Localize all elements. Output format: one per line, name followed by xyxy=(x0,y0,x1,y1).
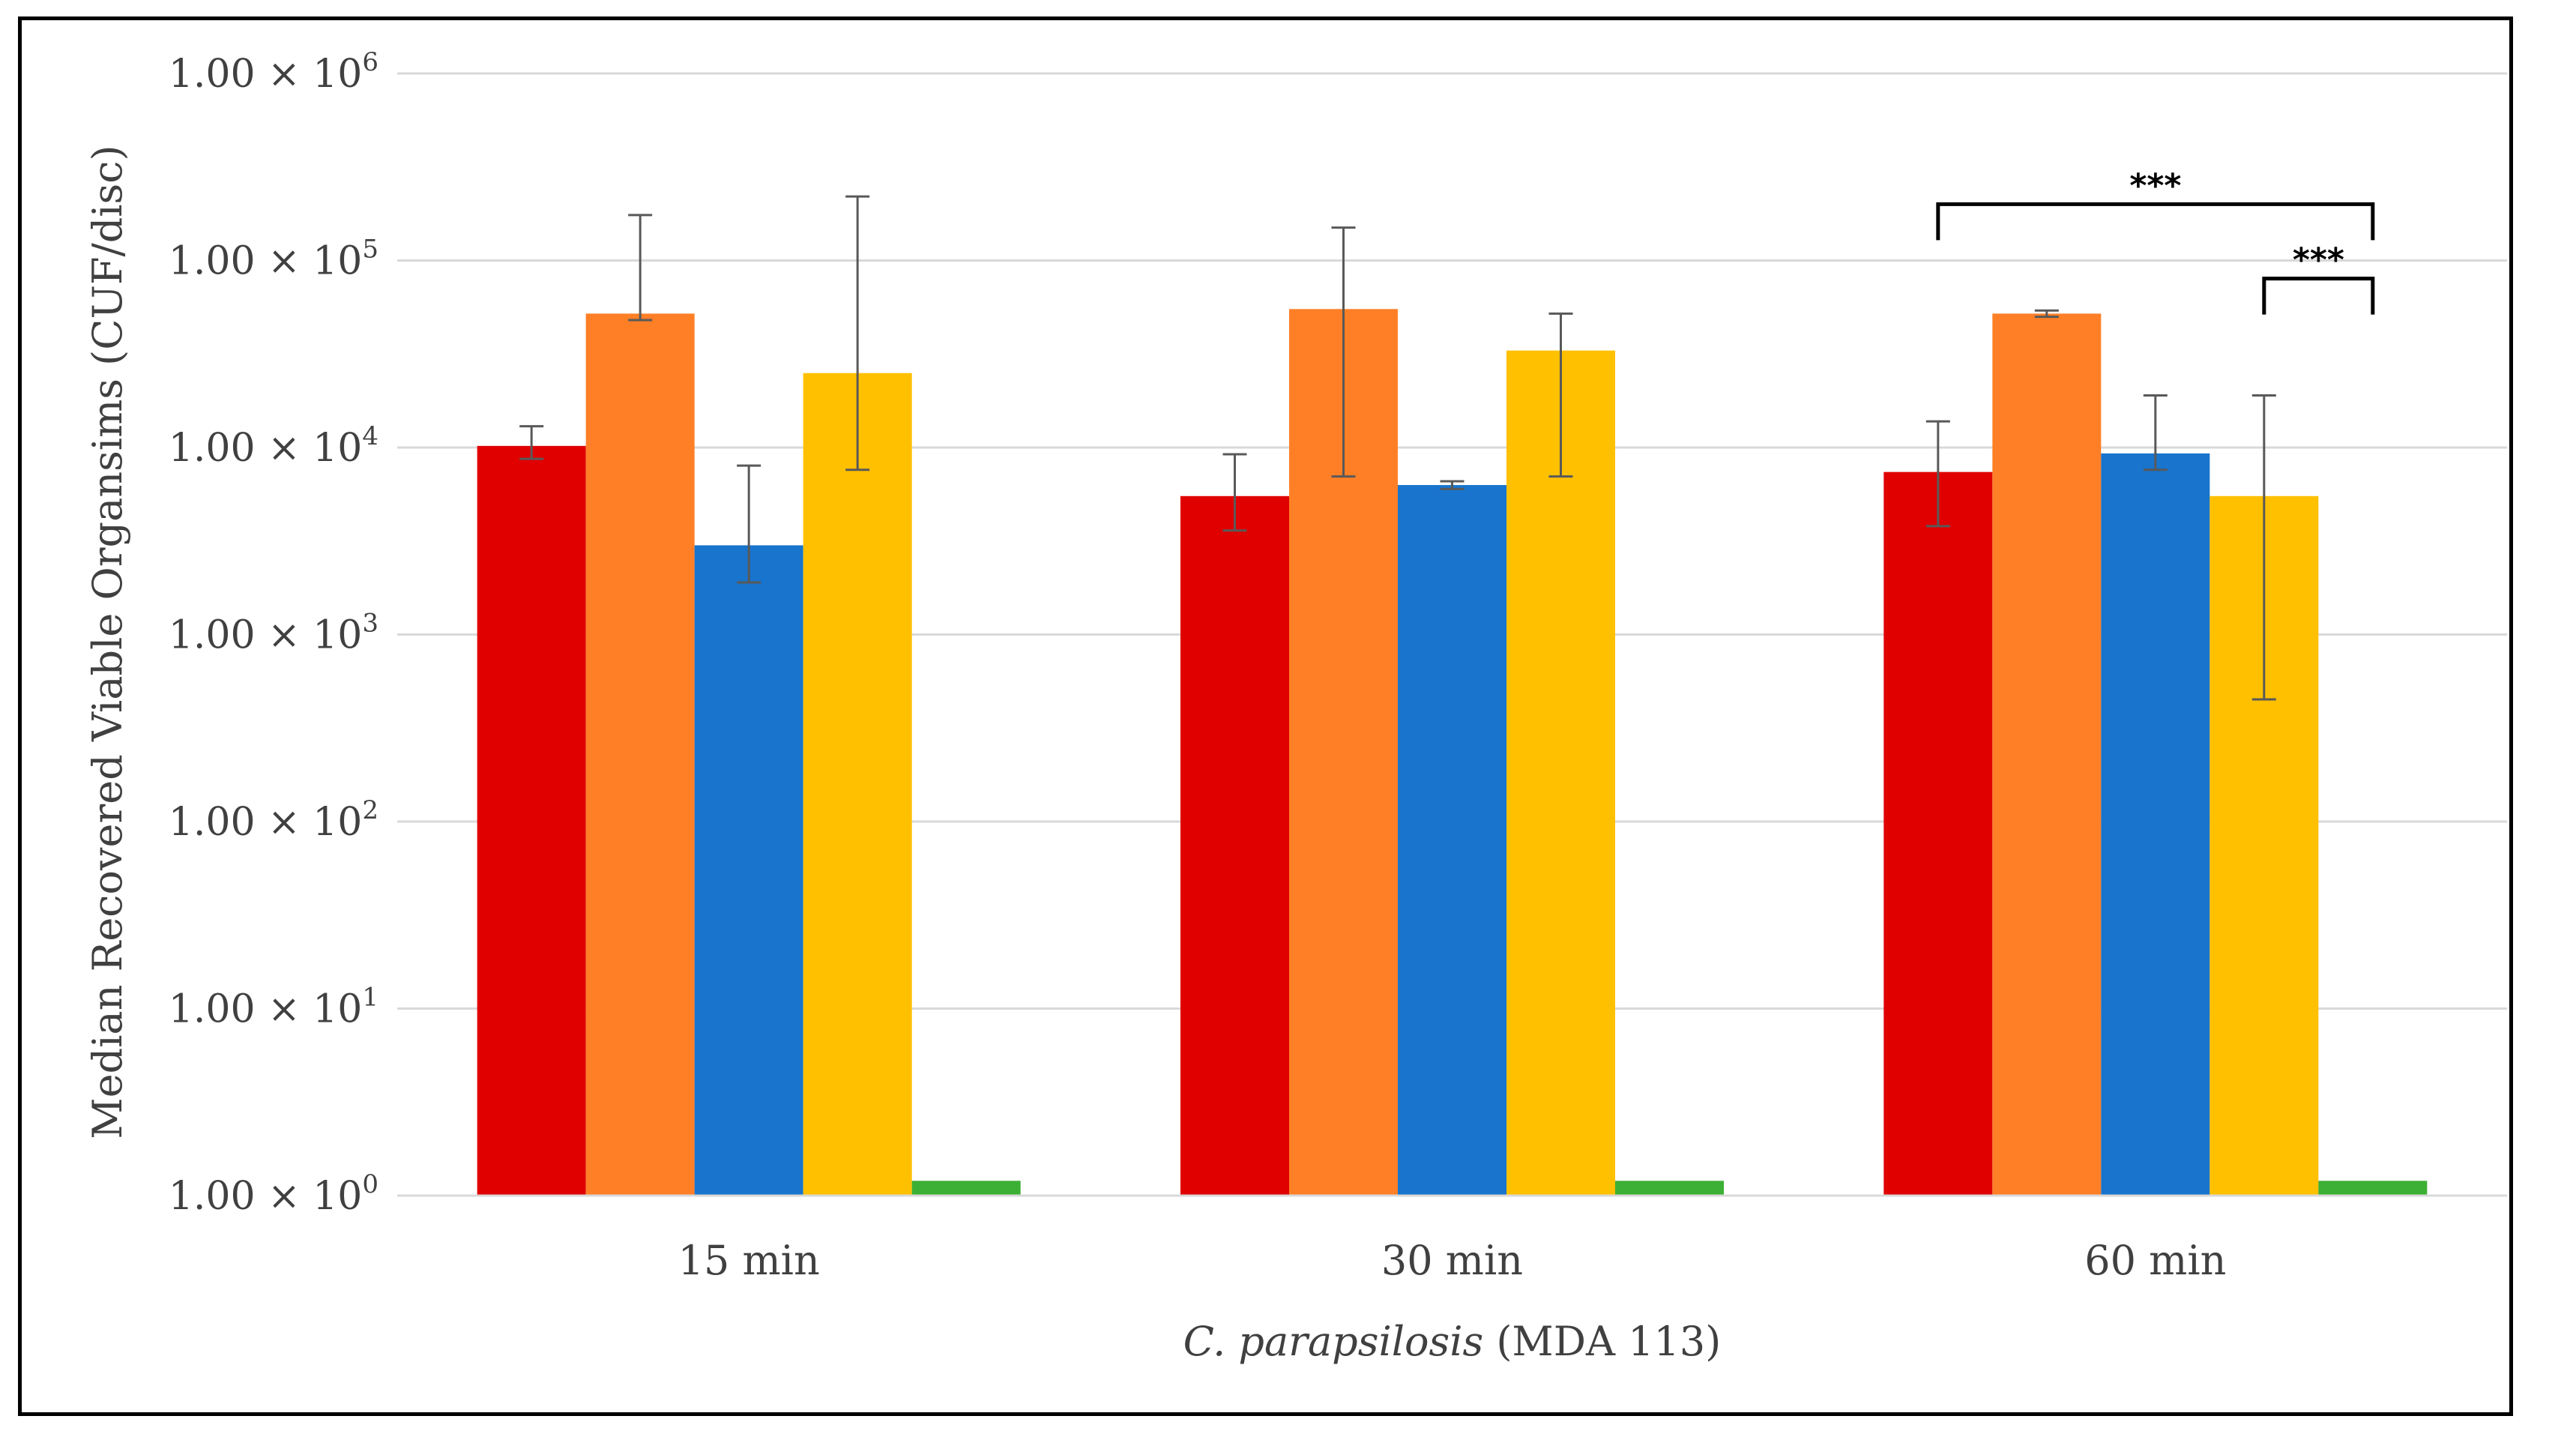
bar xyxy=(585,313,695,1196)
bar xyxy=(1615,1181,1724,1196)
bar xyxy=(1883,472,1993,1196)
significance-label: *** xyxy=(2293,241,2344,280)
y-tick-label: 1.00 × 101 xyxy=(169,983,378,1032)
y-axis-label: Median Recovered Viable Organsims (CUF/d… xyxy=(84,145,131,1139)
significance-bracket xyxy=(2262,277,2375,315)
y-tick-label: 1.00 × 105 xyxy=(169,235,378,284)
x-tick-label: 15 min xyxy=(678,1237,820,1284)
bar xyxy=(911,1181,1021,1196)
y-tick-label: 1.00 × 106 xyxy=(169,47,378,97)
significance-label: *** xyxy=(2129,166,2181,205)
x-axis-label: C. parapsilosis (MDA 113) xyxy=(1183,1318,1722,1365)
bars xyxy=(477,309,2428,1196)
bar xyxy=(1180,495,1289,1196)
significance-bracket xyxy=(1936,202,2375,241)
x-axis-ticks: 15 min 30 min 60 min xyxy=(678,1237,2227,1284)
y-axis-ticks: 1.00 × 100 1.00 × 101 1.00 × 102 1.00 × 103… xyxy=(169,47,378,1219)
x-axis-label-species: C. parapsilosis xyxy=(1183,1318,1484,1365)
y-tick-label: 1.00 × 104 xyxy=(169,421,378,471)
bar xyxy=(1398,485,1506,1196)
bar xyxy=(694,545,803,1196)
y-tick-label: 1.00 × 102 xyxy=(169,795,378,845)
bar xyxy=(1992,313,2102,1196)
x-tick-label: 60 min xyxy=(2084,1237,2226,1284)
x-tick-label: 30 min xyxy=(1381,1237,1523,1284)
y-tick-label: 1.00 × 103 xyxy=(169,609,378,658)
significance-annotations: *** *** xyxy=(1936,166,2375,315)
error-bars xyxy=(519,195,2276,701)
y-tick-label: 1.00 × 100 xyxy=(169,1169,378,1219)
bar xyxy=(2101,453,2210,1196)
bar xyxy=(803,373,912,1196)
bar xyxy=(1506,350,1615,1196)
bar xyxy=(2318,1181,2428,1196)
bar xyxy=(477,445,586,1196)
x-axis-label-strain: (MDA 113) xyxy=(1483,1318,1721,1365)
